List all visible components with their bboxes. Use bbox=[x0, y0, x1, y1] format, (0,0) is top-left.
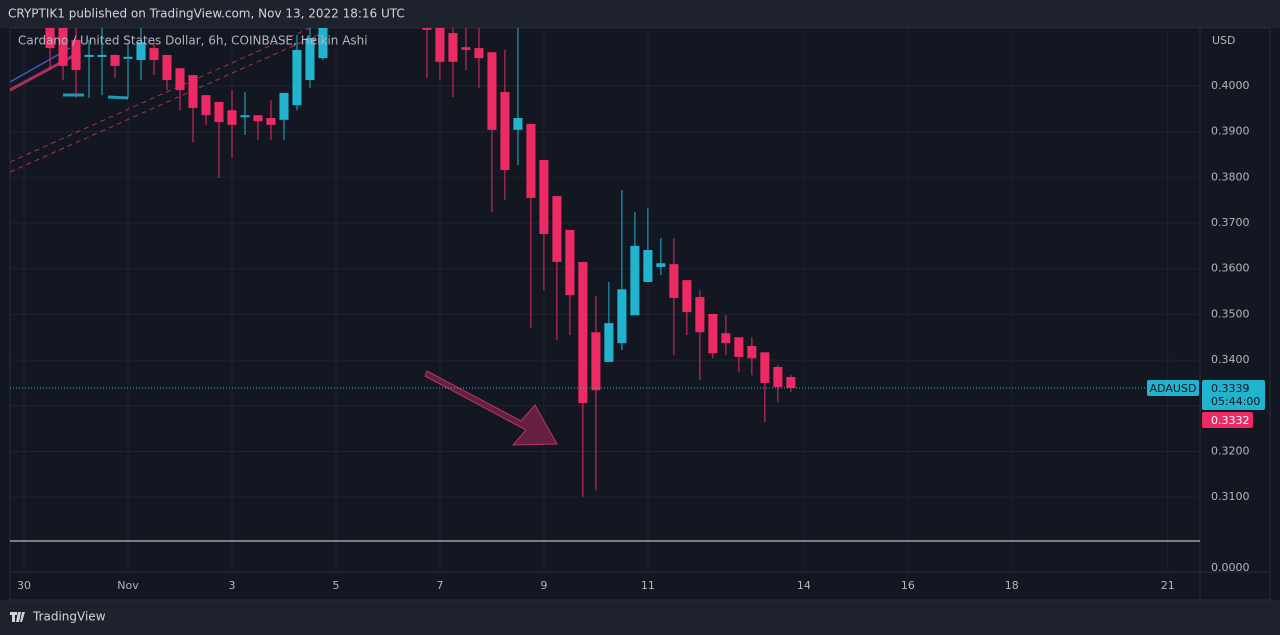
candle-body bbox=[487, 52, 497, 130]
second-price-bg bbox=[1202, 411, 1253, 428]
x-tick-label: Nov bbox=[117, 579, 139, 592]
candle-body bbox=[201, 95, 211, 116]
candle-body bbox=[721, 333, 731, 344]
candle-body bbox=[552, 196, 562, 262]
candle-body bbox=[214, 102, 224, 123]
candle-body bbox=[578, 261, 588, 404]
candle-body bbox=[188, 75, 198, 108]
y-tick-label: 0.3800 bbox=[1211, 170, 1250, 183]
candle-body bbox=[604, 323, 614, 362]
candle-body bbox=[136, 42, 146, 60]
candle-body bbox=[175, 68, 185, 91]
countdown-label: 05:44:00 bbox=[1211, 395, 1260, 408]
candles bbox=[45, 28, 796, 498]
candle-body bbox=[435, 28, 445, 62]
y-tick-label: 0.3200 bbox=[1211, 444, 1250, 457]
symbol-label-bg bbox=[1147, 379, 1199, 396]
candle-body bbox=[123, 56, 133, 59]
price-label-bg bbox=[1202, 379, 1265, 410]
candle-body bbox=[279, 92, 289, 120]
grid bbox=[10, 28, 1200, 572]
candle-body bbox=[591, 332, 601, 391]
candle-body bbox=[162, 54, 172, 81]
candle-body bbox=[656, 263, 666, 267]
candle-body bbox=[682, 280, 692, 313]
candle-body bbox=[500, 91, 510, 171]
candle-body bbox=[747, 345, 757, 359]
candle-body bbox=[786, 377, 796, 388]
currency: USD bbox=[1212, 34, 1236, 47]
trend-line bbox=[10, 33, 321, 173]
x-tick-label: 5 bbox=[332, 579, 339, 592]
candle-body bbox=[292, 49, 302, 106]
trend-line bbox=[10, 28, 311, 163]
brand: TradingView bbox=[32, 610, 106, 624]
candle-body bbox=[630, 245, 640, 316]
candle-body bbox=[513, 117, 523, 130]
candle-body bbox=[474, 48, 484, 59]
candle-body bbox=[617, 289, 627, 344]
candle-body bbox=[253, 115, 263, 122]
brand-logo bbox=[10, 612, 25, 622]
candle-body bbox=[240, 115, 250, 118]
candle-body bbox=[71, 39, 81, 71]
bottom-label: 0.0000 bbox=[1211, 561, 1250, 574]
candle-body bbox=[695, 297, 705, 333]
x-tick-label: 30 bbox=[17, 579, 31, 592]
candle-body bbox=[110, 54, 120, 66]
header-bar bbox=[0, 0, 1280, 28]
symbol-label: ADAUSD bbox=[1150, 382, 1197, 395]
candle-body bbox=[266, 117, 276, 125]
candle-body bbox=[773, 366, 783, 388]
header: CRYPTIK1 published on TradingView.com, N… bbox=[8, 7, 405, 21]
x-tick-label: 18 bbox=[1005, 579, 1019, 592]
x-tick-label: 16 bbox=[901, 579, 915, 592]
candle-body bbox=[526, 123, 536, 198]
candle-body bbox=[422, 28, 432, 30]
price-label: 0.3339 bbox=[1211, 382, 1250, 395]
y-tick-label: 0.3700 bbox=[1211, 216, 1250, 229]
candle-body bbox=[448, 33, 458, 62]
y-tick-label: 0.3400 bbox=[1211, 353, 1250, 366]
x-tick-label: 14 bbox=[797, 579, 811, 592]
candle-body bbox=[58, 28, 68, 66]
candle-body bbox=[45, 28, 55, 49]
candle-body bbox=[734, 337, 744, 357]
x-tick-label: 3 bbox=[228, 579, 235, 592]
candle-body bbox=[760, 352, 770, 383]
arrow bbox=[424, 370, 558, 446]
candle-body bbox=[539, 160, 549, 235]
level-line bbox=[107, 95, 129, 100]
x-tick-label: 11 bbox=[641, 579, 655, 592]
chart-title: Cardano / United States Dollar, 6h, COIN… bbox=[18, 34, 368, 48]
y-tick-label: 0.3100 bbox=[1211, 490, 1250, 503]
candle-body bbox=[84, 54, 94, 57]
y-tick-label: 0.4000 bbox=[1211, 79, 1250, 92]
second-price-label: 0.3332 bbox=[1211, 414, 1250, 427]
candle-body bbox=[305, 38, 315, 81]
x-tick-label: 21 bbox=[1161, 579, 1175, 592]
footer-bar bbox=[0, 600, 1280, 635]
candle-body bbox=[227, 110, 237, 125]
candle-body bbox=[149, 48, 159, 60]
candle-body bbox=[97, 54, 107, 57]
y-tick-label: 0.3600 bbox=[1211, 262, 1250, 275]
candle-body bbox=[461, 47, 471, 50]
candle-body bbox=[708, 313, 718, 354]
candle-body bbox=[669, 264, 679, 298]
candle-body bbox=[318, 28, 328, 59]
candle-body bbox=[565, 229, 575, 296]
y-tick-label: 0.3500 bbox=[1211, 307, 1250, 320]
y-tick-label: 0.3900 bbox=[1211, 125, 1250, 138]
x-tick-label: 9 bbox=[540, 579, 547, 592]
candle-body bbox=[643, 250, 653, 282]
x-tick-label: 7 bbox=[436, 579, 443, 592]
